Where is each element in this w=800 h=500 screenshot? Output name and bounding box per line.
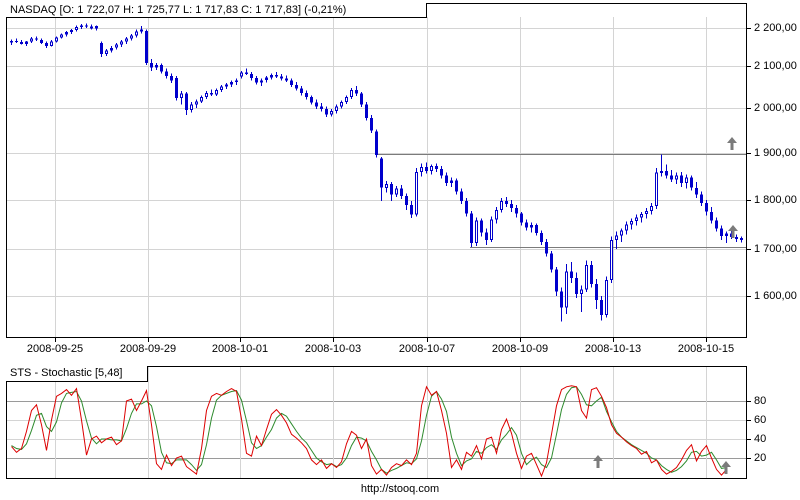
date-axis-label: 2008-10-15 (677, 343, 735, 355)
stochastic-axis-label: 40 (754, 433, 767, 445)
stochastic-axis-label: 80 (754, 395, 767, 407)
stochastic-series (11, 385, 727, 478)
main-panel-border (6, 3, 747, 338)
candlestick-series (10, 23, 743, 322)
stochastic-axis-label: 60 (754, 414, 767, 426)
stochastic-title-bar: STS - Stochastic [5,48] (6, 366, 148, 382)
stochastic-panel-border (6, 366, 747, 479)
main-chart-title: NASDAQ [O: 1 722,07 H: 1 725,77 L: 1 717… (10, 4, 347, 16)
price-axis-label: 1 900,00 (754, 147, 797, 159)
date-axis-label: 2008-09-29 (119, 343, 177, 355)
signal-up-arrow-icon (727, 137, 737, 150)
date-axis-label: 2008-09-25 (26, 343, 84, 355)
stochastic-axis-label: 20 (754, 452, 767, 464)
stochastic-line-K (11, 385, 727, 478)
date-axis-label: 2008-10-01 (211, 343, 269, 355)
stochastic-grid (7, 367, 746, 478)
panel-borders (6, 3, 751, 479)
price-axis-label: 2 000,00 (754, 102, 797, 114)
signal-up-arrow-icon (728, 225, 738, 238)
support-resistance-lines (378, 154, 746, 248)
price-axis-label: 2 100,00 (754, 60, 797, 72)
date-axis-label: 2008-10-09 (491, 343, 549, 355)
price-axis-label: 1 700,00 (754, 243, 797, 255)
date-axis-label: 2008-10-07 (398, 343, 456, 355)
footer-url: http://stooq.com (360, 483, 440, 495)
stochastic-line-D (11, 386, 727, 474)
main-chart-title-bar: NASDAQ [O: 1 722,07 H: 1 725,77 L: 1 717… (6, 3, 427, 18)
price-axis-label: 2 200,00 (754, 22, 797, 34)
price-axis-label: 1 600,00 (754, 290, 797, 302)
price-grid (7, 17, 746, 337)
date-axis-label: 2008-10-03 (304, 343, 362, 355)
signal-arrows (593, 137, 738, 474)
stochastic-title: STS - Stochastic [5,48] (10, 367, 123, 379)
signal-up-arrow-icon (593, 455, 603, 468)
date-axis-label: 2008-10-13 (584, 343, 642, 355)
signal-up-arrow-icon (721, 461, 731, 474)
price-axis-label: 1 800,00 (754, 194, 797, 206)
